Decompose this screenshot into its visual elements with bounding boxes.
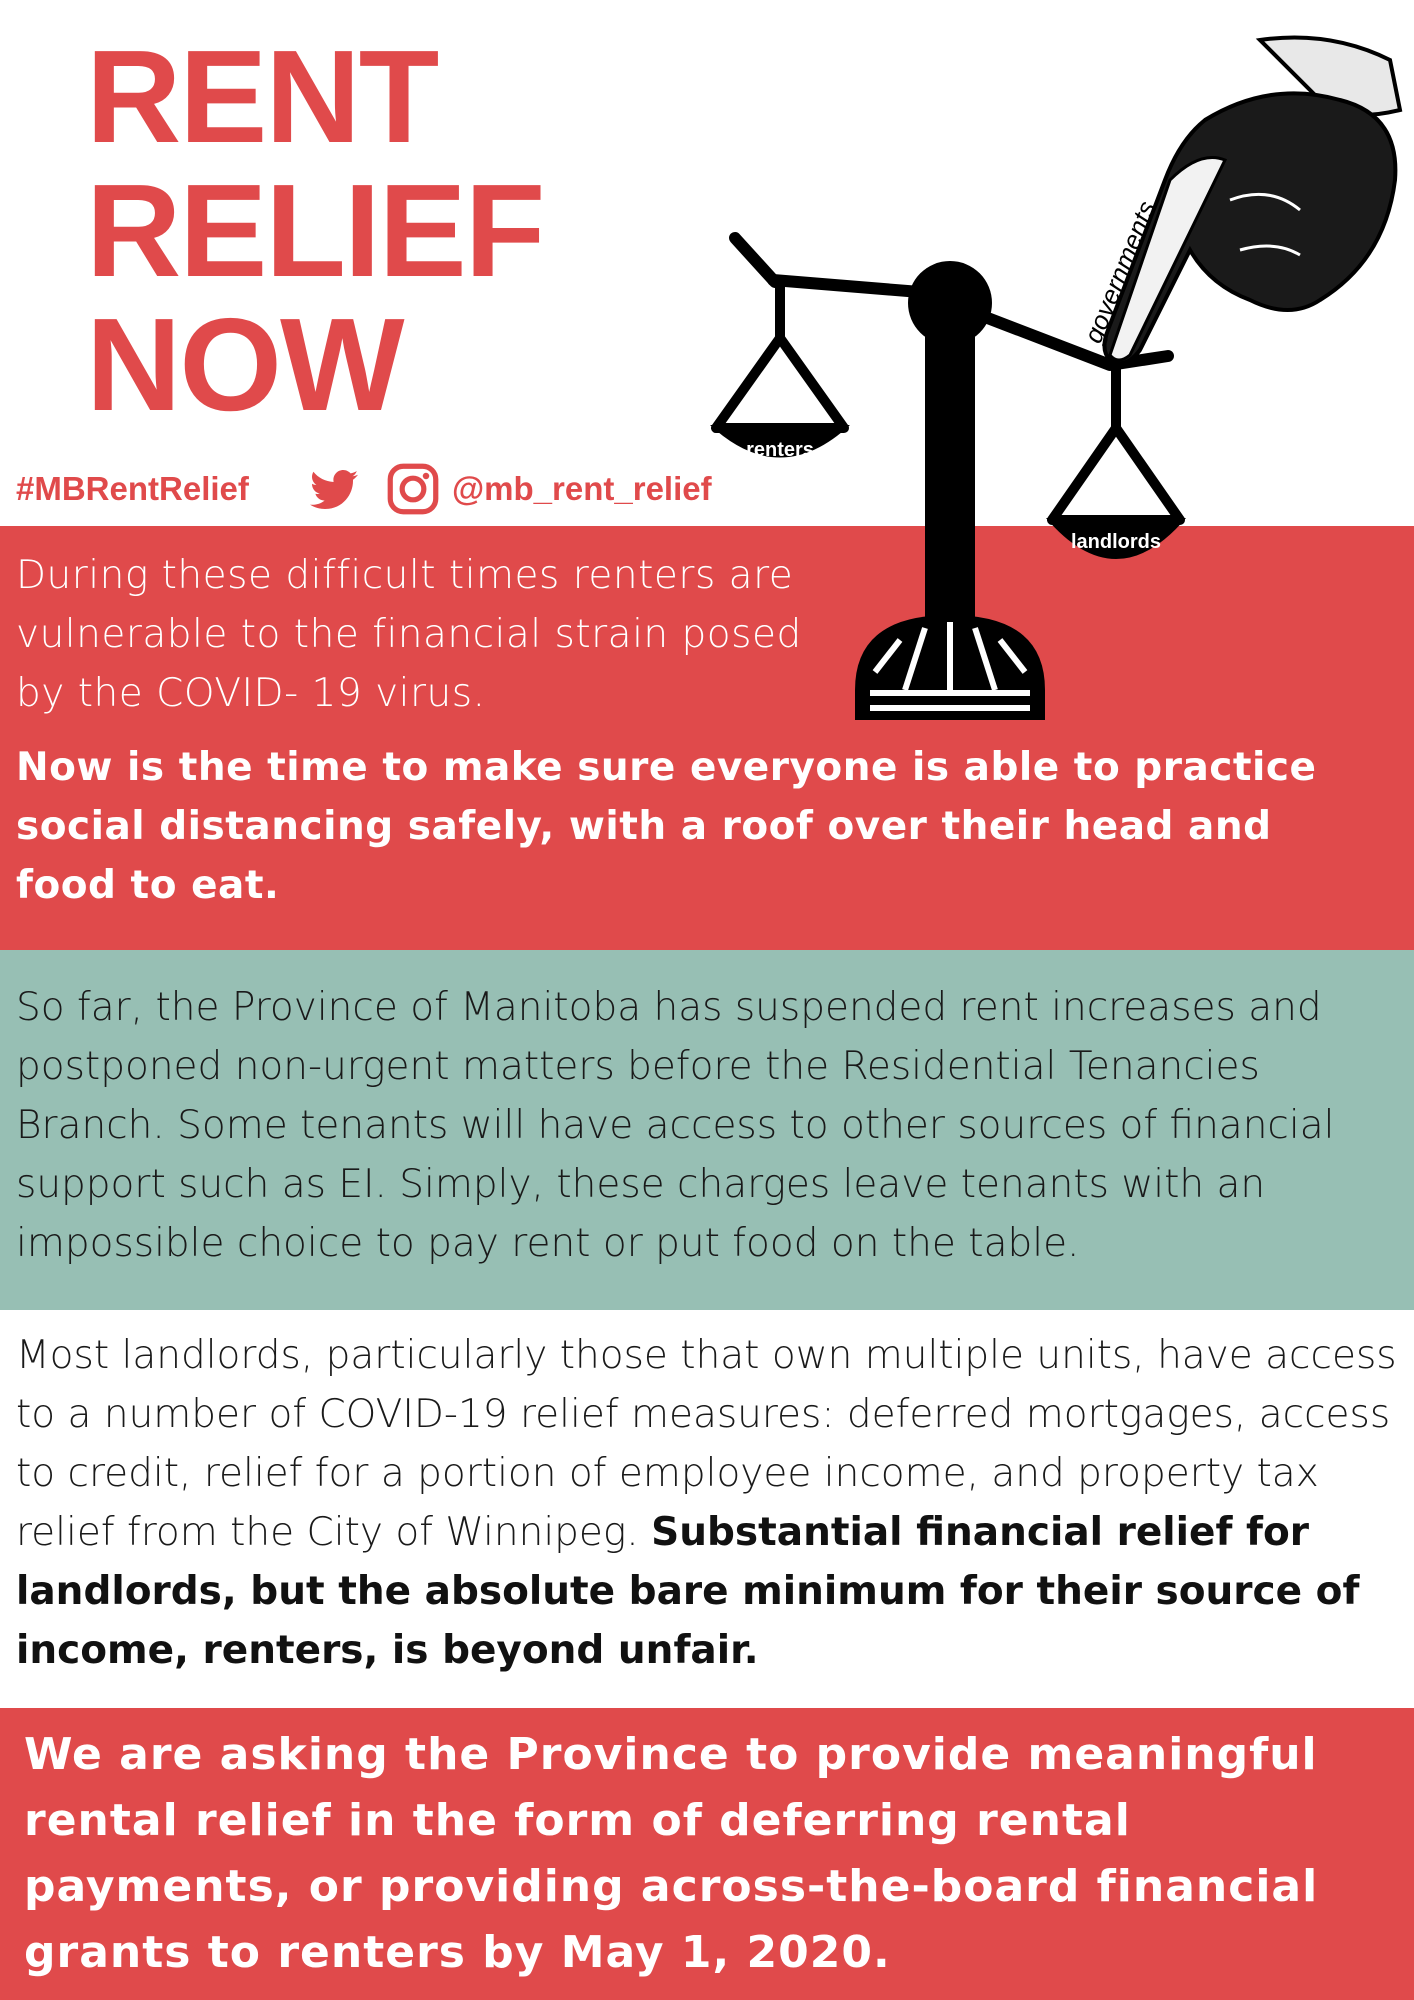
title-line-rent: RENT bbox=[86, 23, 439, 170]
instagram-icon bbox=[387, 463, 439, 515]
hashtag: #MBRentRelief bbox=[16, 470, 249, 507]
title-line-now: NOW bbox=[86, 291, 405, 438]
province-band bbox=[0, 950, 1414, 1310]
government-hand: governments bbox=[1078, 35, 1403, 366]
scale-illustration: renters landlords governments bbox=[710, 35, 1403, 720]
landlords-band bbox=[0, 1310, 1414, 1708]
landlords-emphasis: Substantial financial relief for landlor… bbox=[16, 1510, 1360, 1673]
intro-text: During these difficult times renters are… bbox=[16, 553, 802, 716]
base-pattern bbox=[870, 622, 1030, 711]
province-text: So far, the Province of Manitoba has sus… bbox=[16, 985, 1335, 1266]
twitter-icon bbox=[310, 470, 358, 509]
left-pan bbox=[710, 425, 850, 458]
poster-title: RENT RELIEF NOW bbox=[86, 23, 545, 438]
left-pan-label: renters bbox=[746, 439, 814, 461]
scale-post bbox=[925, 320, 975, 668]
landlords-body: Most landlords, particularly those that … bbox=[16, 1333, 1397, 1555]
ask-text: We are asking the Province to provide me… bbox=[24, 1729, 1319, 1978]
right-pan-frame bbox=[1047, 423, 1185, 525]
left-hook bbox=[729, 232, 781, 288]
right-pan bbox=[1046, 518, 1186, 559]
intro-band bbox=[0, 526, 1414, 950]
right-pan-label: landlords bbox=[1071, 531, 1161, 553]
ask-band bbox=[0, 1708, 1414, 2000]
title-line-relief: RELIEF bbox=[86, 157, 545, 304]
intro-emphasis: Now is the time to make sure everyone is… bbox=[16, 745, 1317, 908]
social-handle: @mb_rent_relief bbox=[452, 470, 712, 507]
landlords-text: Most landlords, particularly those that … bbox=[16, 1326, 1412, 1680]
scale-beam bbox=[767, 274, 1174, 371]
left-pan-frame bbox=[711, 333, 849, 433]
social-row: #MBRentRelief @mb_rent_relief bbox=[16, 462, 716, 518]
